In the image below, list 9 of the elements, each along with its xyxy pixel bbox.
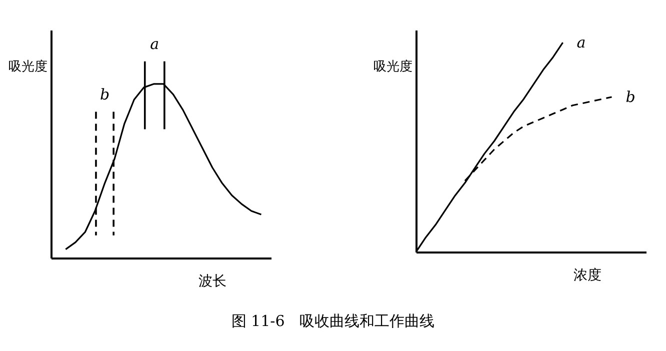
text: a: [150, 34, 160, 53]
series-label: a: [576, 34, 586, 52]
caption: 图 11-6 吸收曲线和工作曲线: [230, 312, 436, 331]
annotation: b: [100, 85, 110, 104]
x-axis-title: 波长: [198, 274, 226, 290]
x-axis-title: 浓度: [574, 268, 602, 284]
y-axis-title: 吸光度: [374, 58, 412, 74]
series-label: b: [626, 88, 636, 106]
y-axis-title: 吸光度: [8, 58, 48, 74]
